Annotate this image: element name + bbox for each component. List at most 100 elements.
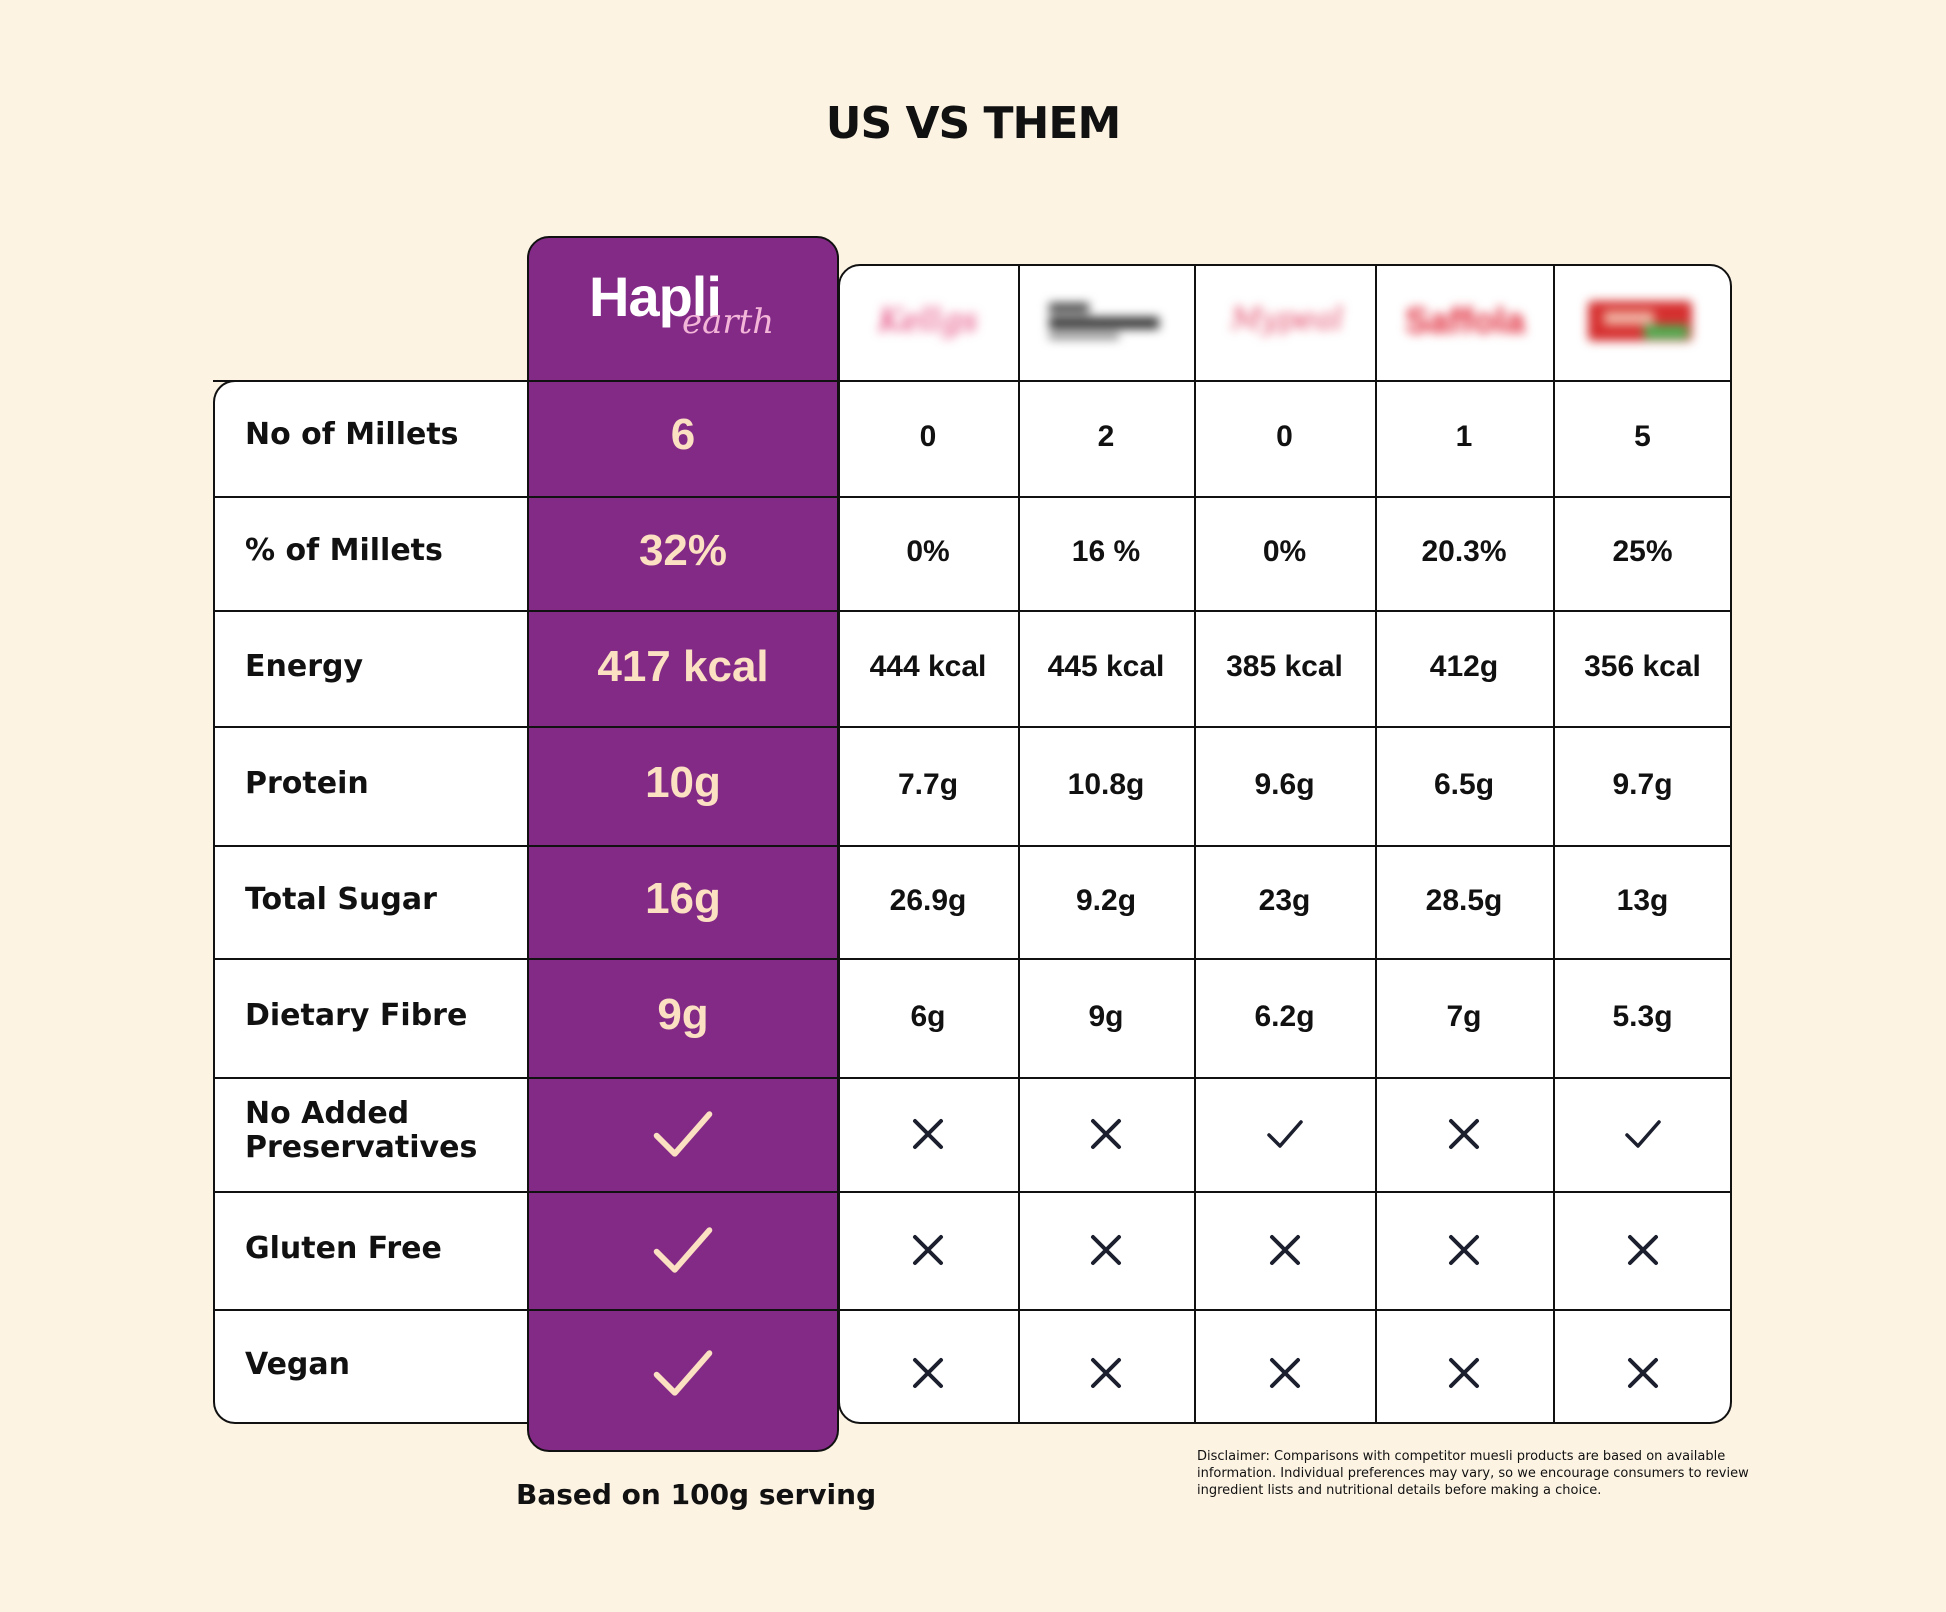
competitor-value: 9.7g bbox=[1612, 767, 1673, 801]
competitor-value: 6.2g bbox=[1254, 999, 1315, 1033]
competitor-value: 7g bbox=[1446, 999, 1482, 1033]
competitor-logo-2 bbox=[1049, 303, 1159, 339]
hapli-value: 6 bbox=[670, 410, 696, 459]
hapli-row-divider bbox=[527, 496, 839, 498]
hapli-logo-wordmark: Hapli bbox=[589, 265, 722, 328]
cross-icon bbox=[1091, 1357, 1121, 1388]
competitor-value: 13g bbox=[1616, 883, 1669, 917]
hapli-row-divider bbox=[527, 845, 839, 847]
cross-icon bbox=[1091, 1119, 1121, 1149]
row-divider bbox=[213, 726, 1732, 728]
check-icon bbox=[1266, 1120, 1303, 1148]
cross-icon bbox=[1449, 1235, 1479, 1265]
competitor-value: 5.3g bbox=[1612, 999, 1673, 1033]
hapli-logo-tagline: earth bbox=[682, 302, 775, 342]
competitor-logo-1: Kellgs bbox=[877, 301, 977, 339]
competitor-value: 412g bbox=[1429, 650, 1499, 683]
cross-icon bbox=[1091, 1235, 1121, 1265]
competitor-value: 7.7g bbox=[897, 767, 959, 801]
competitor-value: 16 % bbox=[1071, 535, 1141, 568]
competitor-value: 444 kcal bbox=[869, 650, 987, 683]
competitor-value: 0 bbox=[919, 420, 937, 453]
row-divider bbox=[213, 380, 1732, 382]
hapli-row-divider bbox=[527, 610, 839, 612]
svg-text:Mypeal: Mypeal bbox=[1230, 302, 1343, 337]
competitor-value: 26.9g bbox=[889, 883, 967, 917]
check-icon bbox=[653, 1227, 713, 1273]
row-divider bbox=[213, 958, 1732, 960]
cross-icon bbox=[913, 1357, 943, 1388]
check-icon bbox=[653, 1349, 713, 1396]
page-title: US VS THEM bbox=[825, 98, 1121, 149]
row-label-gluten-free: Gluten Free bbox=[245, 1231, 442, 1266]
competitor-logo-4: Saffola bbox=[1405, 300, 1526, 341]
competitor-logo-5 bbox=[1588, 301, 1692, 341]
hapli-value: 32% bbox=[638, 526, 728, 575]
competitor-value: 0% bbox=[1262, 535, 1307, 568]
competitor-value: 445 kcal bbox=[1047, 650, 1165, 683]
competitor-value: 9g bbox=[1088, 999, 1124, 1033]
check-icon bbox=[1624, 1120, 1661, 1148]
hapli-row-divider bbox=[527, 726, 839, 728]
row-label-dietary-fibre: Dietary Fibre bbox=[245, 998, 468, 1033]
cross-icon bbox=[1449, 1119, 1479, 1149]
hapli-row-divider bbox=[527, 380, 839, 382]
hapli-row-divider bbox=[527, 1191, 839, 1193]
cross-icon bbox=[1449, 1357, 1479, 1388]
competitor-value: 6g bbox=[910, 999, 946, 1033]
competitor-value: 28.5g bbox=[1425, 883, 1503, 917]
competitor-value: 20.3% bbox=[1421, 535, 1507, 568]
label-column bbox=[213, 380, 533, 1424]
svg-text:Kellgs: Kellgs bbox=[877, 301, 977, 339]
competitor-value: 9.6g bbox=[1254, 767, 1315, 801]
hapli-logo: Hapli earth bbox=[527, 256, 839, 356]
column-divider bbox=[1375, 264, 1377, 1424]
row-divider bbox=[213, 1077, 1732, 1079]
row-label-line: No Added bbox=[245, 1096, 410, 1131]
row-divider bbox=[213, 610, 1732, 612]
hapli-value: 9g bbox=[657, 990, 709, 1039]
competitor-value: 25% bbox=[1612, 535, 1673, 568]
competitor-value: 6.5g bbox=[1433, 767, 1495, 801]
cross-icon bbox=[1627, 1357, 1658, 1388]
row-divider bbox=[213, 1191, 1732, 1193]
hapli-value: 417 kcal bbox=[597, 642, 769, 691]
competitor-value: 356 kcal bbox=[1584, 650, 1701, 683]
disclaimer: Disclaimer: Comparisons with competitor … bbox=[1197, 1449, 1749, 1498]
column-divider bbox=[1018, 264, 1020, 1424]
cross-icon bbox=[1627, 1235, 1658, 1265]
cross-icon bbox=[1269, 1235, 1300, 1265]
competitor-value: 385 kcal bbox=[1226, 650, 1343, 683]
row-label-percent-millets: % of Millets bbox=[245, 533, 443, 568]
competitor-logo-3: Mypeal bbox=[1230, 302, 1343, 337]
competitor-value: 0 bbox=[1276, 420, 1293, 453]
hapli-value: 16g bbox=[645, 874, 721, 923]
row-divider bbox=[213, 496, 1732, 498]
hapli-row-divider bbox=[527, 1309, 839, 1311]
competitor-value: 5 bbox=[1634, 420, 1651, 453]
row-divider bbox=[213, 845, 1732, 847]
row-label-no-of-millets: No of Millets bbox=[245, 417, 459, 452]
check-icon bbox=[653, 1111, 713, 1157]
competitor-table bbox=[838, 264, 1732, 1424]
row-divider bbox=[213, 1309, 1732, 1311]
column-divider bbox=[1553, 264, 1555, 1424]
column-divider bbox=[1194, 264, 1196, 1424]
hapli-column bbox=[527, 236, 839, 1452]
competitor-value: 23g bbox=[1258, 883, 1311, 917]
hapli-value: 10g bbox=[645, 758, 721, 807]
competitor-value: 1 bbox=[1455, 420, 1473, 453]
cross-icon bbox=[913, 1235, 943, 1265]
row-label-total-sugar: Total Sugar bbox=[245, 882, 437, 917]
competitor-value: 2 bbox=[1097, 420, 1115, 453]
competitor-value: 10.8g bbox=[1067, 767, 1145, 801]
hapli-row-divider bbox=[527, 1077, 839, 1079]
row-label-protein: Protein bbox=[245, 766, 369, 801]
row-label-no-added-preservatives: No Added Preservatives bbox=[245, 1097, 477, 1165]
row-label-line: Preservatives bbox=[245, 1130, 478, 1165]
cross-icon bbox=[913, 1119, 943, 1149]
row-label-vegan: Vegan bbox=[245, 1347, 350, 1382]
hapli-row-divider bbox=[527, 958, 839, 960]
competitor-value: 0% bbox=[906, 535, 950, 568]
cross-icon bbox=[1269, 1357, 1300, 1388]
